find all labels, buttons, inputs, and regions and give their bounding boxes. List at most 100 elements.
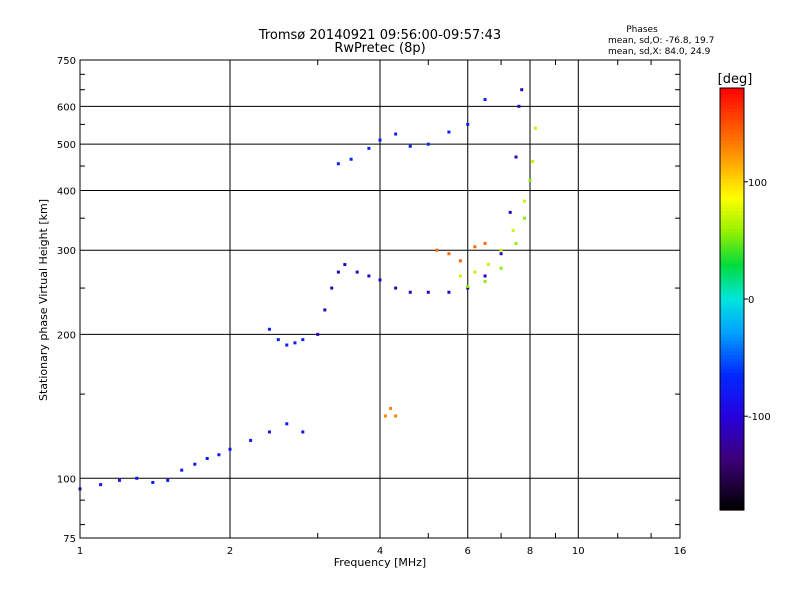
colorbar-segment bbox=[720, 358, 744, 363]
colorbar-segment bbox=[720, 439, 744, 444]
colorbar-segment bbox=[720, 168, 744, 173]
data-point bbox=[458, 259, 462, 263]
colorbar-segment bbox=[720, 309, 744, 314]
colorbar-segment bbox=[720, 130, 744, 135]
colorbar-segment bbox=[720, 270, 744, 275]
data-point bbox=[267, 327, 271, 331]
colorbar-segment bbox=[720, 334, 744, 339]
data-point bbox=[408, 144, 412, 148]
colorbar-segment bbox=[720, 182, 744, 188]
colorbar-segment bbox=[720, 133, 744, 138]
data-point bbox=[531, 159, 535, 163]
colorbar-segment bbox=[720, 492, 744, 497]
data-point bbox=[316, 332, 320, 336]
data-point bbox=[323, 308, 327, 312]
data-point bbox=[533, 126, 537, 130]
data-point bbox=[394, 132, 398, 136]
y-tick-label: 300 bbox=[57, 246, 76, 257]
data-point bbox=[285, 343, 289, 347]
colorbar-segment bbox=[720, 277, 744, 283]
colorbar-segment bbox=[720, 147, 744, 152]
data-point bbox=[383, 414, 387, 418]
data-point bbox=[394, 414, 398, 418]
colorbar-segment bbox=[720, 116, 744, 121]
colorbar-segment bbox=[720, 418, 744, 423]
colorbar-segment bbox=[720, 443, 744, 448]
data-point bbox=[205, 456, 209, 460]
colorbar-segment bbox=[720, 429, 744, 434]
plot-frame bbox=[79, 59, 681, 539]
colorbar-segment bbox=[720, 408, 744, 413]
colorbar-tick-label: -100 bbox=[748, 412, 771, 423]
colorbar-segment bbox=[720, 415, 744, 420]
colorbar-segment bbox=[720, 397, 744, 402]
stats-line-x: mean, sd,X: 84.0, 24.9 bbox=[608, 47, 711, 57]
colorbar-segment bbox=[720, 123, 744, 128]
colorbar-segment bbox=[720, 383, 744, 388]
colorbar-segment bbox=[720, 211, 744, 216]
data-point bbox=[367, 146, 371, 150]
colorbar-segment bbox=[720, 386, 744, 392]
y-axis-label: Stationary phase Virtual Height [km] bbox=[37, 199, 50, 401]
axis-ticks: 1 2 4 6 8 10 16 75 100 200 300 400 500 600 750 bbox=[57, 56, 686, 557]
colorbar-segment bbox=[720, 126, 744, 131]
data-point bbox=[511, 228, 515, 232]
stats-line-o: mean, sd,O: -76.8, 19.7 bbox=[608, 36, 714, 46]
colorbar-segment bbox=[720, 158, 744, 163]
colorbar-segment bbox=[720, 151, 744, 156]
data-point bbox=[378, 138, 382, 142]
colorbar-segment bbox=[720, 267, 744, 272]
colorbar-segment bbox=[720, 214, 744, 219]
colorbar-segment bbox=[720, 355, 744, 360]
colorbar-segment bbox=[720, 323, 744, 328]
colorbar-segment bbox=[720, 372, 744, 377]
colorbar-segment bbox=[720, 481, 744, 486]
colorbar-segment bbox=[720, 95, 744, 100]
colorbar-segment bbox=[720, 337, 744, 342]
colorbar-segment bbox=[720, 376, 744, 381]
y-tick-label: 750 bbox=[57, 56, 76, 67]
colorbar-segment bbox=[720, 204, 744, 209]
colorbar-segment bbox=[720, 175, 744, 181]
data-point bbox=[483, 98, 487, 102]
colorbar-segment bbox=[720, 446, 744, 451]
colorbar-segment bbox=[720, 313, 744, 318]
x-tick-label: 1 bbox=[77, 546, 83, 557]
data-point bbox=[499, 252, 503, 256]
data-point bbox=[293, 341, 297, 345]
data-point bbox=[520, 88, 524, 92]
data-point bbox=[466, 286, 470, 290]
colorbar-segment bbox=[720, 299, 744, 304]
colorbar-segment bbox=[720, 390, 744, 395]
colorbar-segment bbox=[720, 112, 744, 117]
data-point bbox=[285, 422, 289, 426]
x-tick-label: 4 bbox=[377, 546, 383, 557]
colorbar-segment bbox=[720, 393, 744, 399]
colorbar-segment bbox=[720, 154, 744, 159]
data-point bbox=[228, 447, 232, 451]
colorbar-segment bbox=[720, 320, 744, 325]
colorbar-segment bbox=[720, 189, 744, 195]
colorbar-label: [deg] bbox=[718, 72, 753, 87]
colorbar-segment bbox=[720, 495, 744, 501]
colorbar-segment bbox=[720, 179, 744, 184]
colorbar-segment bbox=[720, 362, 744, 367]
colorbar-segment bbox=[720, 172, 744, 177]
data-point bbox=[336, 270, 340, 274]
data-point bbox=[473, 270, 477, 274]
colorbar-segment bbox=[720, 341, 744, 346]
colorbar-segment bbox=[720, 453, 744, 458]
y-tick-label: 600 bbox=[57, 102, 76, 113]
data-point bbox=[508, 210, 512, 214]
data-point bbox=[343, 263, 347, 267]
colorbar-segment bbox=[720, 422, 744, 427]
data-point bbox=[394, 286, 398, 290]
data-point bbox=[466, 122, 470, 126]
x-tick-label: 10 bbox=[572, 546, 585, 557]
colorbar-tick-label: 100 bbox=[748, 178, 767, 189]
colorbar-segment bbox=[720, 249, 744, 254]
data-point bbox=[514, 155, 518, 159]
colorbar-segment bbox=[720, 474, 744, 479]
colorbar-tick-label: 0 bbox=[748, 295, 754, 306]
colorbar-segment bbox=[720, 411, 744, 416]
